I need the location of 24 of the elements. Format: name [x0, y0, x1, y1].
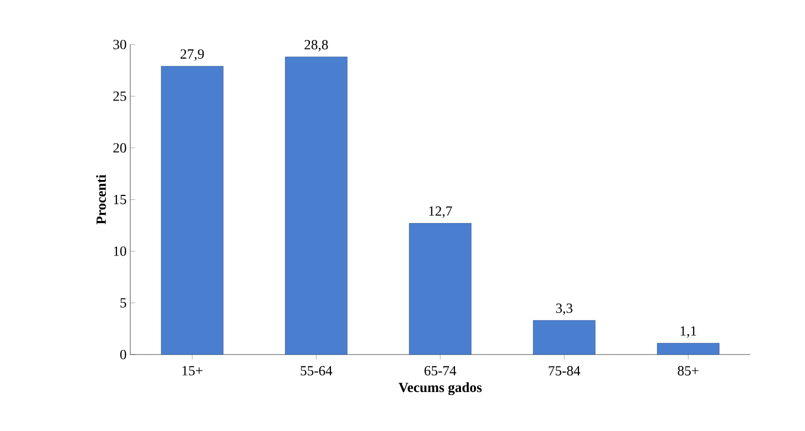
bar — [409, 223, 472, 355]
y-tick-label: 15 — [114, 194, 126, 204]
y-tick-label: 5 — [120, 298, 126, 308]
x-tick-label: 65-74 — [424, 366, 456, 376]
data-label: 27,9 — [180, 49, 204, 61]
y-tick-label: 0 — [120, 350, 126, 360]
data-label: 1,1 — [680, 326, 696, 338]
data-label: 12,7 — [429, 206, 452, 218]
bar — [161, 66, 224, 355]
y-tick-label: 10 — [114, 246, 126, 256]
x-tick-label: 85+ — [678, 366, 698, 376]
y-tick-label: 30 — [113, 40, 126, 50]
x-tick-label: 55-64 — [300, 366, 332, 376]
y-tick-label: 20 — [113, 143, 126, 153]
x-axis-title: Vecums gados — [398, 382, 482, 396]
y-tick-label: 25 — [113, 92, 126, 101]
bar — [657, 342, 720, 355]
x-tick-label: 75-84 — [548, 366, 580, 376]
bar — [285, 56, 348, 355]
data-label: 28,8 — [304, 40, 328, 52]
x-tick-label: 15+ — [182, 366, 202, 376]
y-axis-title: Procenti — [96, 174, 106, 224]
bar — [533, 320, 596, 355]
data-label: 3,3 — [556, 304, 572, 315]
